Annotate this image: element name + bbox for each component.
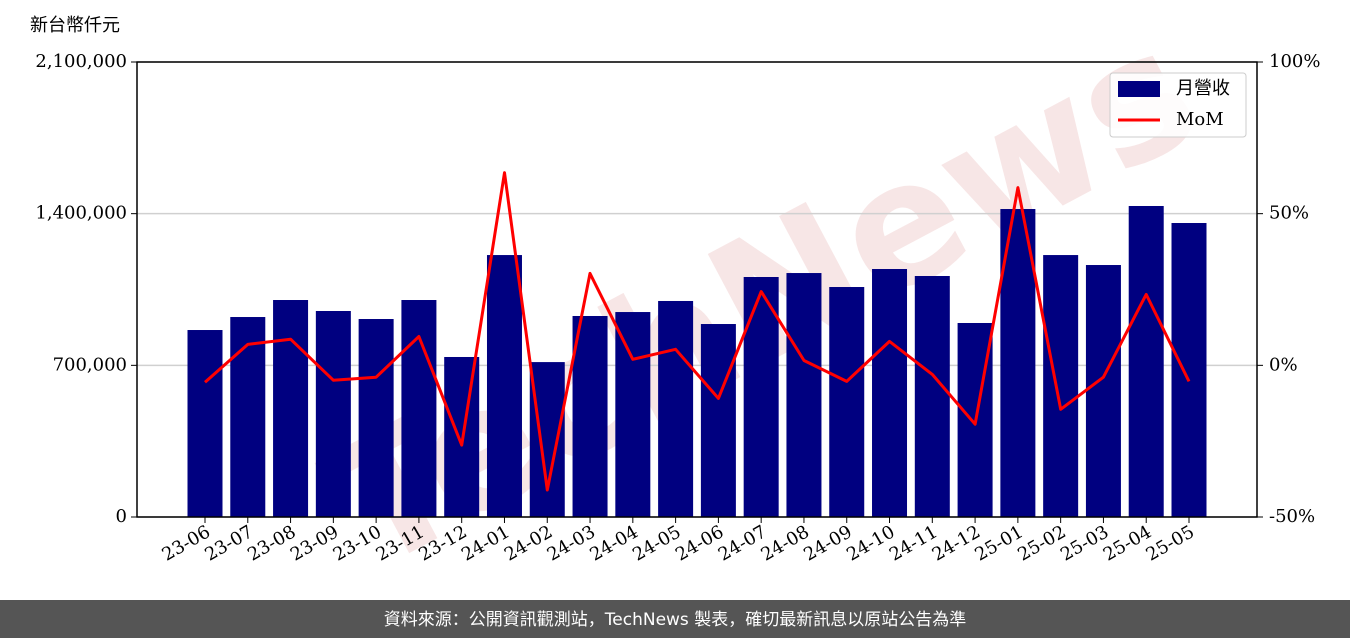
x-tick-label: 24-07 <box>715 521 770 565</box>
x-tick-label: 23-06 <box>159 521 214 565</box>
bar <box>1128 205 1164 517</box>
x-tick-label: 24-04 <box>586 521 641 565</box>
x-tick-label: 25-03 <box>1057 521 1112 565</box>
source-note: 資料來源：公開資訊觀測站，TechNews 製表，確切最新訊息以原站公告為準 <box>384 610 966 630</box>
x-tick-label: 24-09 <box>800 521 855 565</box>
y2-tick-label: 100% <box>1269 51 1320 72</box>
x-tick-label: 23-08 <box>244 521 299 565</box>
legend-label: 月營收 <box>1176 78 1230 99</box>
y2-tick-label: 0% <box>1269 354 1298 375</box>
bar <box>315 310 351 517</box>
x-tick-label: 25-04 <box>1100 521 1155 565</box>
x-tick-label: 23-07 <box>201 521 256 565</box>
x-tick-label: 24-11 <box>886 521 941 565</box>
footer-band <box>0 600 1350 638</box>
legend-swatch <box>1118 81 1160 97</box>
x-tick-label: 25-02 <box>1014 521 1069 565</box>
legend-label: MoM <box>1176 109 1224 130</box>
x-tick-label: 23-09 <box>287 521 342 565</box>
x-tick-label: 24-03 <box>544 521 599 565</box>
mom-line <box>204 171 1191 492</box>
bar <box>872 269 908 517</box>
y-tick-label: 1,400,000 <box>35 203 127 224</box>
bar <box>829 287 865 517</box>
y-tick-label: 0 <box>116 506 127 527</box>
bar <box>358 319 394 517</box>
y-axis-label: 新台幣仟元 <box>30 15 120 36</box>
y2-tick-label: 50% <box>1269 203 1309 224</box>
y2-tick-label: -50% <box>1269 506 1315 527</box>
bar <box>700 324 736 517</box>
bar <box>1043 255 1079 518</box>
plot-frame <box>136 61 1258 518</box>
bar <box>572 315 608 517</box>
bar <box>230 317 266 517</box>
y-tick-label: 700,000 <box>53 354 127 375</box>
bar <box>529 362 565 517</box>
bar <box>786 273 822 517</box>
x-tick-label: 24-06 <box>672 521 727 565</box>
x-tick-label: 24-10 <box>843 521 898 565</box>
bar <box>187 330 223 517</box>
x-tick-label: 24-05 <box>629 521 684 565</box>
bar <box>914 276 950 517</box>
bar <box>401 300 437 517</box>
bar <box>1171 223 1207 517</box>
bar <box>486 255 522 518</box>
x-tick-label: 25-05 <box>1143 521 1198 565</box>
bar <box>615 312 651 517</box>
x-tick-label: 24-12 <box>929 521 984 565</box>
bar <box>658 300 694 517</box>
y-tick-label: 2,100,000 <box>35 51 127 72</box>
bar <box>1085 265 1121 517</box>
x-tick-label: 25-01 <box>971 521 1026 565</box>
x-tick-label: 24-08 <box>758 521 813 565</box>
bar <box>273 300 309 517</box>
